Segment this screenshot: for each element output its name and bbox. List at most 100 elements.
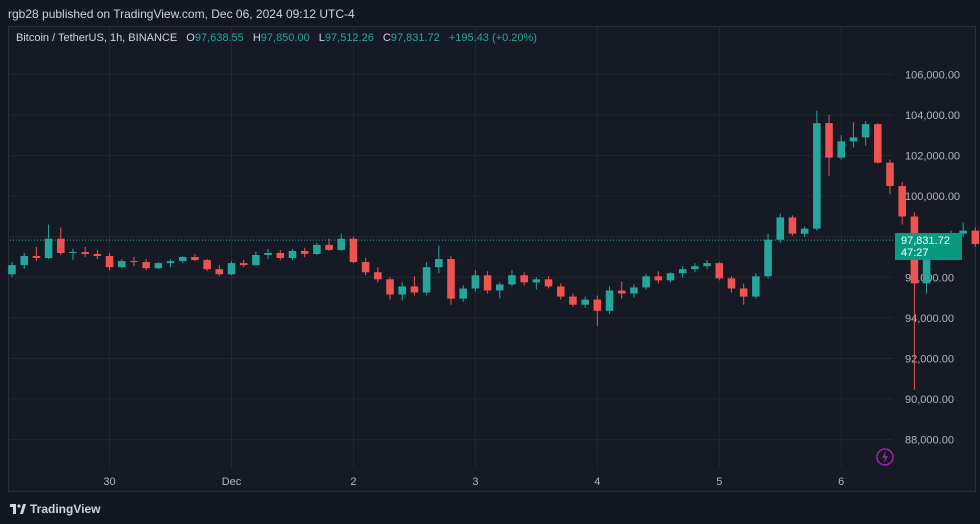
candle-body <box>142 262 150 269</box>
price-axis-label: 104,000.00 <box>905 110 960 122</box>
candle-body <box>788 217 797 234</box>
time-axis-label: 5 <box>716 476 722 488</box>
candle-body <box>386 279 394 295</box>
open-value: 97,638.55 <box>194 32 244 44</box>
candle-body <box>752 276 760 297</box>
price-axis-label: 106,000.00 <box>905 69 960 81</box>
candle-body <box>227 263 236 275</box>
price-chart[interactable]: 88,000.0090,000.0092,000.0094,000.0096,0… <box>0 0 980 494</box>
brand-name: TradingView <box>30 502 101 516</box>
candle-body <box>739 288 748 297</box>
low-label: L <box>318 32 325 44</box>
candle-body <box>691 266 699 270</box>
candle-body <box>178 257 187 262</box>
high-label: H <box>252 32 261 44</box>
price-axis-label: 92,000.00 <box>905 353 954 365</box>
price-axis-label: 90,000.00 <box>905 394 954 406</box>
candle-body <box>861 124 870 138</box>
candle-body <box>617 290 626 294</box>
time-axis-label: 2 <box>350 476 356 488</box>
close-label: C <box>382 32 391 44</box>
candle-body <box>215 269 224 275</box>
candle-body <box>471 275 480 289</box>
close-value: 97,831.72 <box>390 32 440 44</box>
candle-body <box>886 162 894 187</box>
high-value: 97,850.00 <box>260 32 310 44</box>
candle-body <box>727 278 736 289</box>
candle-body <box>32 256 41 259</box>
candle-body <box>56 238 65 253</box>
candle-body <box>605 290 614 311</box>
flash-icon[interactable] <box>876 448 894 466</box>
candle-body <box>508 275 516 285</box>
candle-body <box>276 252 285 259</box>
candle-body <box>410 286 419 293</box>
candle-body <box>971 230 980 245</box>
candle-body <box>130 261 138 263</box>
time-axis-label: 30 <box>103 476 115 488</box>
candle-body <box>922 250 931 284</box>
candle-body <box>337 238 346 250</box>
bar-countdown: 47:27 <box>901 247 929 260</box>
symbol-legend: Bitcoin / TetherUS, 1h, BINANCE O97,638.… <box>16 32 537 44</box>
candle-body <box>191 257 199 261</box>
candle-body <box>581 299 589 305</box>
candle-body <box>874 124 882 163</box>
candle-body <box>483 275 492 291</box>
candle-body <box>105 256 114 268</box>
candle-body <box>447 259 455 299</box>
price-axis-label: 100,000.00 <box>905 191 960 203</box>
candle-body <box>349 238 358 263</box>
candle-body <box>813 123 821 229</box>
candle-body <box>800 228 809 234</box>
candle-body <box>374 272 382 280</box>
candle-body <box>81 251 89 254</box>
candle-body <box>837 141 846 158</box>
candle-body <box>532 279 541 283</box>
candle-body <box>264 252 272 255</box>
candle-body <box>593 299 602 311</box>
candle-body <box>252 254 260 266</box>
candle-body <box>154 263 163 269</box>
open-label: O <box>186 32 195 44</box>
candle-body <box>20 256 28 266</box>
candle-body <box>166 261 175 264</box>
time-axis-label: 3 <box>472 476 478 488</box>
candle-body <box>666 273 675 281</box>
candle-body <box>825 123 833 158</box>
candle-body <box>556 286 565 297</box>
candle-body <box>495 284 504 291</box>
candle-body <box>422 267 431 293</box>
low-value: 97,512.26 <box>324 32 374 44</box>
symbol-name[interactable]: Bitcoin / TetherUS, 1h, BINANCE <box>16 32 178 44</box>
candle-body <box>459 288 467 299</box>
candle-body <box>642 276 650 288</box>
last-price-badge: 97,831.72 47:27 <box>895 233 962 261</box>
tradingview-logo-icon <box>10 504 26 514</box>
time-axis-label: 6 <box>838 476 844 488</box>
candle-body <box>435 259 443 268</box>
time-axis-label: Dec <box>222 476 242 488</box>
candle-body <box>8 265 16 275</box>
chart-panel[interactable] <box>8 26 976 492</box>
change-value: +195.43 (+0.20%) <box>448 32 537 44</box>
footer <box>0 494 980 524</box>
candle-body <box>117 261 126 268</box>
candle-body <box>764 239 772 277</box>
publish-header: rgb28 published on TradingView.com, Dec … <box>0 0 980 26</box>
candle-body <box>898 186 906 217</box>
candle-body <box>630 287 638 294</box>
candle-body <box>520 275 528 283</box>
price-axis-label: 94,000.00 <box>905 313 954 325</box>
candle-body <box>93 253 102 256</box>
last-price-value: 97,831.72 <box>901 235 950 248</box>
candle-body <box>325 244 333 250</box>
publish-info: rgb28 published on TradingView.com, Dec … <box>8 7 355 21</box>
candle-body <box>313 244 321 254</box>
tradingview-brand[interactable]: TradingView <box>10 502 100 516</box>
candle-body <box>361 262 370 273</box>
candle-body <box>288 250 297 259</box>
candle-body <box>715 263 724 279</box>
price-axis-label: 102,000.00 <box>905 151 960 163</box>
candle-body <box>569 296 577 305</box>
